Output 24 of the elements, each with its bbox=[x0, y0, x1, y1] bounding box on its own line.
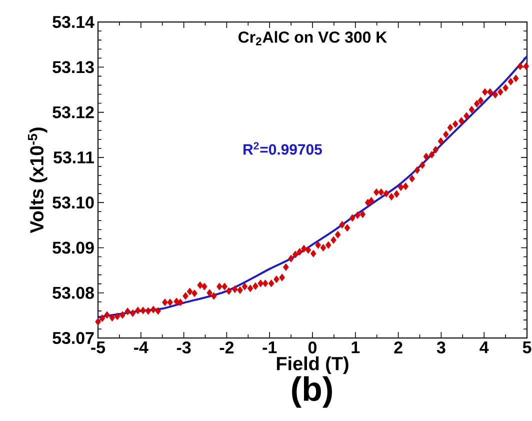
x-tick-label: -5 bbox=[91, 342, 106, 354]
text: Cr$_{2}$AlC on VC 300 K bbox=[238, 31, 387, 46]
y-tick-label: 53.13 bbox=[52, 61, 94, 74]
y-tick-label: 53.11 bbox=[54, 151, 94, 164]
y-tick-label: 53.10 bbox=[52, 196, 94, 209]
x-tick-label: -3 bbox=[176, 342, 191, 354]
x-tick-label: 2 bbox=[394, 342, 402, 354]
y-tick-label: 53.14 bbox=[52, 16, 94, 28]
x-tick-label: 3 bbox=[436, 342, 446, 354]
y-tick-label: 53.08 bbox=[52, 286, 94, 299]
x-tick-label: 4 bbox=[480, 342, 489, 354]
y-tick-label: 53.12 bbox=[52, 106, 94, 118]
x-tick-label: 0 bbox=[308, 342, 317, 354]
x-tick-label: 5 bbox=[522, 342, 532, 354]
y-tick-label: 53.07 bbox=[52, 332, 94, 344]
x-tick-label: 1 bbox=[352, 342, 360, 354]
text: (b) bbox=[292, 376, 332, 408]
x-tick-label: -2 bbox=[220, 342, 234, 354]
x-axis-title: Field (T) bbox=[276, 356, 348, 374]
y-tick-label: 53.09 bbox=[52, 242, 94, 254]
y-axis-title: Volts (x10$^{-5}$) bbox=[28, 128, 48, 234]
x-tick-label: -4 bbox=[134, 342, 148, 354]
annotation: R$^{2}$=0.99705 bbox=[244, 142, 322, 155]
x-tick-label: -1 bbox=[262, 342, 277, 354]
